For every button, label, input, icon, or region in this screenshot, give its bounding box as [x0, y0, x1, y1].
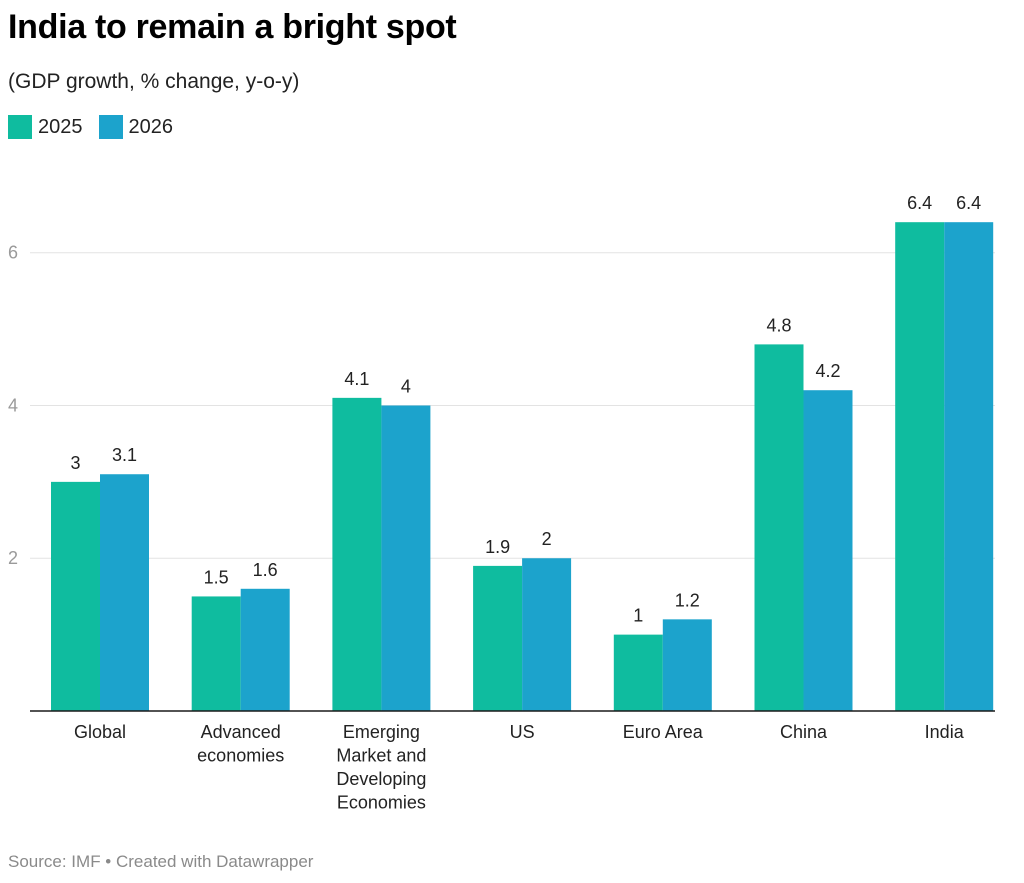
bar-2026: [240, 588, 290, 711]
x-tick-label-line: India: [925, 722, 965, 742]
legend-swatch-2026: [98, 115, 123, 139]
bar-2026: [662, 619, 712, 711]
x-tick-label-line: Advanced: [201, 722, 281, 742]
x-tick-label-line: US: [510, 722, 535, 742]
data-label: 1.2: [675, 590, 700, 610]
x-tick-label-line: Economies: [337, 793, 426, 813]
x-tick-label-line: economies: [197, 746, 284, 766]
x-tick-label: Global: [74, 722, 126, 742]
x-tick-label: Euro Area: [623, 722, 704, 742]
x-tick-label-line: China: [780, 722, 828, 742]
data-label: 3: [70, 453, 80, 473]
source-credit: Source: IMF • Created with Datawrapper: [8, 852, 314, 871]
x-tick-label: Emerging Market and Developing Economies: [336, 722, 426, 813]
legend-item-2025: 2025: [8, 115, 83, 139]
legend-item-2026: 2026: [98, 115, 174, 139]
bar-2026: [522, 558, 572, 711]
bar-2026: [381, 405, 431, 711]
data-label: 6.4: [907, 193, 932, 213]
bar-2026: [944, 222, 994, 711]
x-tick-label-line: Market and: [336, 746, 426, 766]
data-label: 4: [401, 376, 411, 396]
y-tick-label: 4: [8, 395, 18, 415]
x-tick-label: China: [780, 722, 828, 742]
legend-label-2025: 2025: [38, 115, 83, 138]
legend: 2025 2026: [8, 115, 189, 139]
bar-2025: [51, 481, 100, 711]
data-label: 4.1: [344, 369, 369, 389]
chart-title: India to remain a bright spot: [8, 8, 457, 46]
legend-label-2026: 2026: [128, 115, 174, 138]
data-label: 1.9: [485, 537, 510, 557]
data-label: 1.6: [253, 560, 278, 580]
y-tick-label: 2: [8, 548, 18, 568]
x-tick-label: Advanced economies: [197, 722, 284, 766]
chart-subtitle: (GDP growth, % change, y-o-y): [8, 70, 300, 93]
x-tick-label-line: Emerging: [343, 722, 420, 742]
x-tick-label: India: [925, 722, 965, 742]
bar-2025: [754, 344, 804, 711]
x-tick-label-line: Euro Area: [623, 722, 704, 742]
bar-2025: [191, 596, 241, 711]
data-label: 3.1: [112, 445, 137, 465]
x-tick-label: US: [510, 722, 535, 742]
data-label: 4.8: [766, 315, 791, 335]
data-label: 2: [542, 529, 552, 549]
bar-2026: [100, 474, 149, 711]
bar-2025: [613, 634, 663, 711]
data-label: 1: [633, 606, 643, 626]
y-tick-label: 6: [8, 243, 18, 263]
bar-2025: [473, 565, 523, 711]
legend-swatch-2025: [8, 115, 32, 139]
x-tick-label-line: Global: [74, 722, 126, 742]
data-label: 1.5: [204, 567, 229, 587]
data-label: 4.2: [815, 361, 840, 381]
bar-2025: [332, 397, 382, 711]
x-tick-label-line: Developing: [336, 769, 426, 789]
bar-2025: [895, 222, 945, 711]
data-label: 6.4: [956, 193, 981, 213]
bar-2026: [803, 390, 853, 711]
